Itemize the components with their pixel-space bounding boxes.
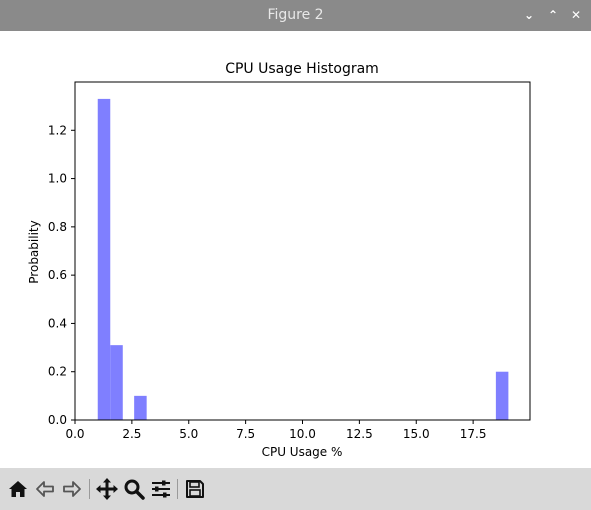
y-tick-label: 0.6 [48,268,67,282]
forward-icon [63,481,81,497]
histogram-bar [495,371,509,420]
save-button[interactable] [183,477,207,501]
x-tick-label: 0.0 [65,427,84,441]
figure-canvas[interactable]: CPU Usage Histogram 0.0 2.5 5.0 7.5 10.0 12.5… [0,31,591,468]
toolbar-separator [89,479,90,499]
title-bar[interactable]: Figure 2 ⌄ ⌃ ✕ [0,0,591,31]
x-tick-label: 2.5 [122,427,141,441]
back-button[interactable] [33,477,57,501]
histogram-chart: CPU Usage Histogram 0.0 2.5 5.0 7.5 10.0 12.5… [27,61,531,459]
zoom-icon [124,479,145,500]
x-tick-label: 7.5 [236,427,255,441]
chart-title: CPU Usage Histogram [225,61,379,77]
minimize-button[interactable]: ⌄ [523,8,535,22]
histogram-bar [97,98,111,421]
back-icon [36,481,54,497]
forward-button[interactable] [60,477,84,501]
maximize-button[interactable]: ⌃ [547,8,559,22]
y-tick-label: 0.8 [48,220,67,234]
x-tick-label: 15.0 [403,427,430,441]
configure-subplots-icon [152,480,170,498]
y-tick-label: 0.2 [48,365,67,379]
y-tick-label: 1.2 [48,123,67,137]
axes-frame [74,81,531,421]
pan-button[interactable] [95,477,119,501]
save-icon [186,480,204,498]
y-tick-label: 0.0 [48,413,67,427]
y-axis-label: Probability [27,220,41,283]
histogram-bar [110,345,123,420]
pan-icon [96,478,118,500]
home-button[interactable] [6,477,30,501]
x-tick-label: 10.0 [289,427,316,441]
window-title: Figure 2 [267,7,324,23]
x-tick-label: 12.5 [346,427,373,441]
y-tick-label: 1.0 [48,172,67,186]
configure-subplots-button[interactable] [149,477,173,501]
histogram-bar [134,395,147,420]
toolbar-separator [177,479,178,499]
close-button[interactable]: ✕ [570,8,582,22]
x-tick-label: 5.0 [179,427,198,441]
zoom-button[interactable] [122,477,146,501]
y-tick-label: 0.4 [48,316,67,330]
x-tick-label: 17.5 [460,427,487,441]
navigation-toolbar [0,468,591,510]
x-axis-label: CPU Usage % [262,445,343,459]
home-icon [9,481,27,497]
